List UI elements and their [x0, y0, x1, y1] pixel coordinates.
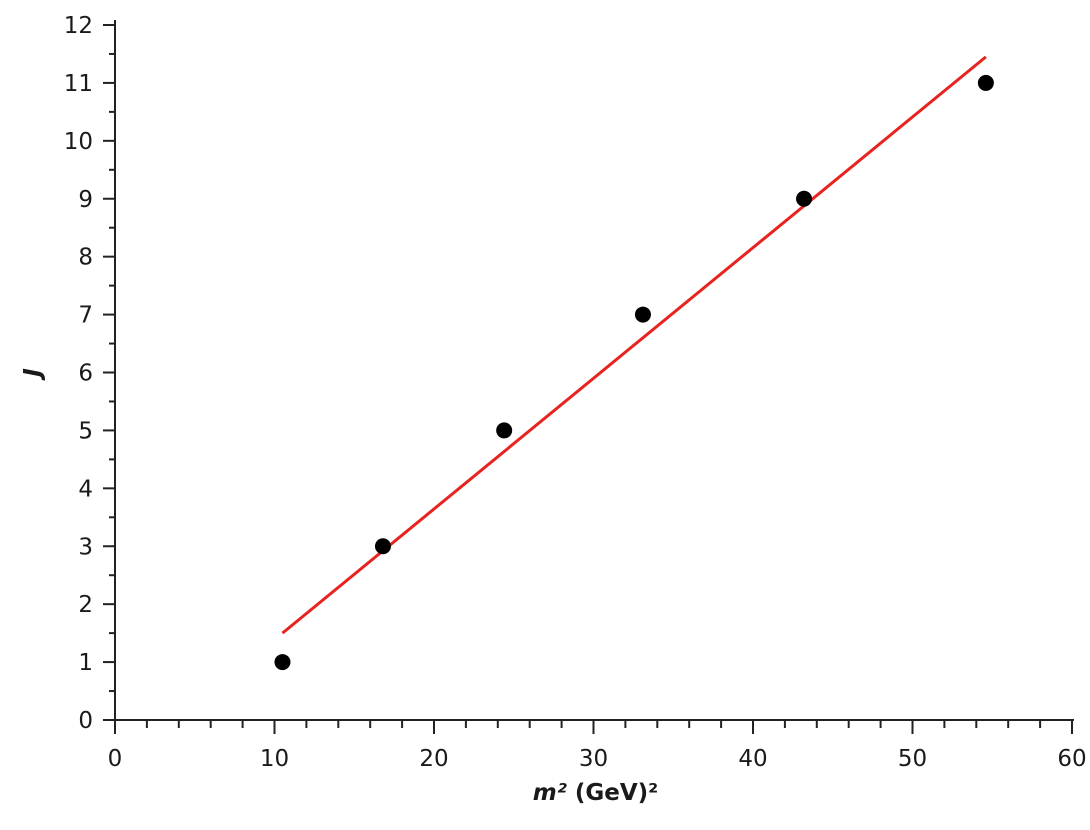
data-point	[977, 74, 994, 91]
x-tick-label: 20	[419, 746, 448, 772]
y-tick-label: 0	[78, 708, 93, 734]
x-tick-label: 0	[108, 746, 123, 772]
y-tick-label: 12	[64, 13, 93, 39]
y-tick-label: 1	[78, 650, 93, 676]
x-tick-label: 30	[579, 746, 608, 772]
x-axis-label-unit: (GeV)²	[567, 780, 658, 806]
x-axis-label-variable: m²	[533, 780, 567, 806]
y-tick-label: 8	[78, 245, 93, 271]
data-point	[274, 654, 291, 671]
data-point	[374, 538, 391, 555]
y-axis-label: J	[20, 368, 46, 381]
data-points-layer	[274, 74, 994, 671]
data-point	[796, 190, 813, 207]
x-axis-label: m² (GeV)²	[533, 780, 658, 806]
x-tick-label: 60	[1057, 746, 1086, 772]
y-tick-label: 6	[78, 361, 93, 387]
y-tick-label: 3	[78, 534, 93, 560]
y-tick-label: 2	[78, 592, 93, 618]
x-tick-label: 50	[898, 746, 927, 772]
x-axis: 0 10 20 30 40 50 60	[108, 719, 1087, 772]
y-tick-label: 5	[78, 418, 93, 444]
y-tick-label: 7	[78, 303, 93, 329]
fit-line-layer	[281, 55, 987, 635]
y-tick-label: 11	[64, 71, 93, 97]
y-tick-label: 10	[64, 129, 93, 155]
y-tick-label: 4	[78, 476, 93, 502]
data-point	[634, 306, 651, 323]
fit-line	[281, 55, 987, 635]
y-tick-label: 9	[78, 187, 93, 213]
x-tick-label: 40	[738, 746, 767, 772]
data-point	[496, 422, 513, 439]
x-tick-label: 10	[260, 746, 289, 772]
